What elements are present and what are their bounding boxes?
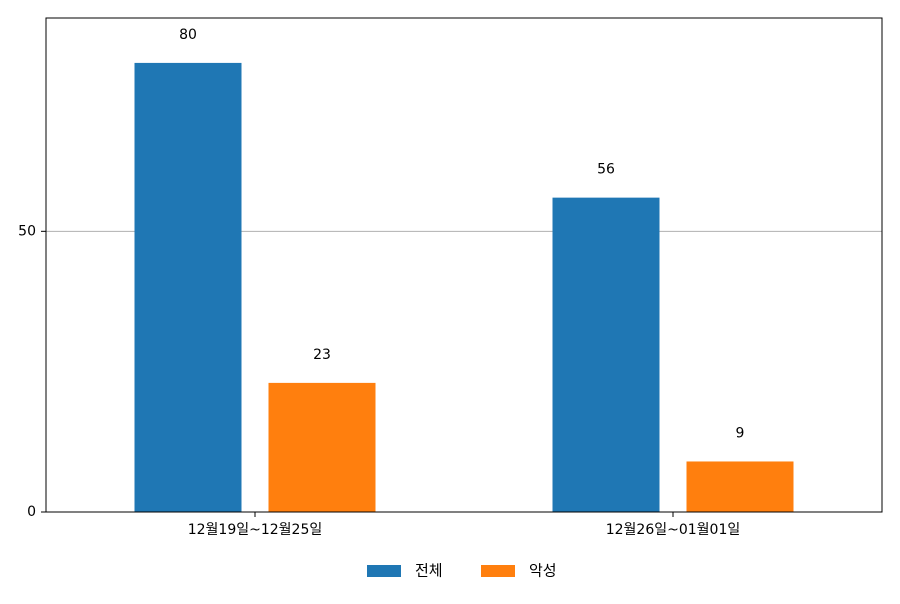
legend-item-전체[interactable]: 전체 — [367, 562, 443, 580]
label-layer: 80 23 56 9 — [179, 27, 744, 442]
legend-item-악성[interactable]: 악성 — [481, 562, 557, 580]
y-tick-label-1: 50 — [18, 223, 36, 239]
bar-layer — [134, 62, 794, 513]
legend-label-악성: 악성 — [529, 562, 557, 580]
x-tick-label-1: 12월26일~01월01일 — [606, 522, 741, 538]
axis-layer: 12월19일~12월25일 12월26일~01월01일 0 50 — [18, 17, 883, 538]
data-label-전체-0: 80 — [179, 27, 197, 43]
bar-전체-1[interactable] — [552, 197, 660, 513]
data-label-전체-1: 56 — [597, 162, 615, 178]
bar-악성-1[interactable] — [686, 461, 794, 512]
y-tick-label-0: 0 — [27, 504, 36, 520]
data-label-악성-0: 23 — [313, 347, 331, 363]
data-label-악성-1: 9 — [736, 425, 745, 441]
x-tick-label-0: 12월19일~12월25일 — [188, 522, 323, 538]
legend-swatch-전체 — [367, 565, 401, 577]
bar-악성-0[interactable] — [268, 382, 376, 512]
legend-label-전체: 전체 — [415, 562, 443, 580]
legend-swatch-악성 — [481, 565, 515, 577]
bar-전체-0[interactable] — [134, 62, 242, 513]
plot-frame — [45, 17, 883, 513]
legend: 전체 악성 — [367, 562, 557, 580]
